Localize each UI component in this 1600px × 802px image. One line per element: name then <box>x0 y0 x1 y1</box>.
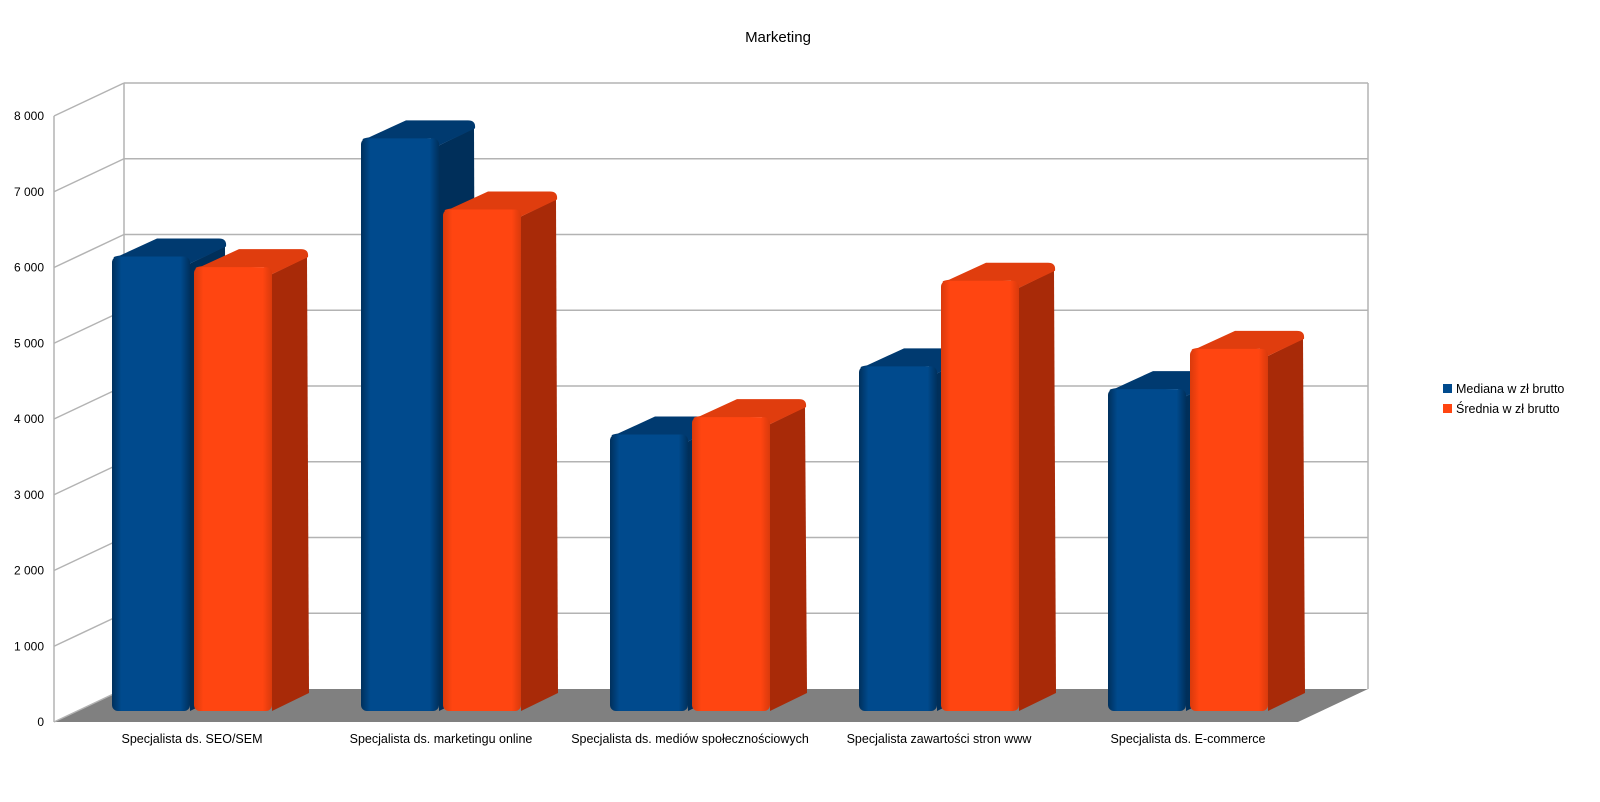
x-tick-label: Specjalista ds. SEO/SEM <box>121 732 262 746</box>
x-tick-label: Specjalista ds. mediów społecznościowych <box>571 732 809 746</box>
bar <box>941 262 1056 711</box>
legend-swatch <box>1443 384 1452 393</box>
bar-front <box>361 138 439 711</box>
bar-side <box>270 257 309 711</box>
x-tick-label: Specjalista ds. marketingu online <box>350 732 533 746</box>
legend-label: Mediana w zł brutto <box>1456 382 1564 396</box>
legend-label: Średnia w zł brutto <box>1456 401 1560 416</box>
y-tick-label: 5 000 <box>14 336 44 350</box>
x-tick-label: Specjalista ds. E-commerce <box>1111 732 1266 746</box>
bar <box>692 399 807 711</box>
legend: Mediana w zł brutto Średnia w zł brutto <box>1443 382 1564 416</box>
side-gridline <box>53 158 125 193</box>
y-tick-label: 6 000 <box>14 261 44 275</box>
bar-front <box>692 417 770 711</box>
x-axis-labels: Specjalista ds. SEO/SEM Specjalista ds. m… <box>121 732 1265 746</box>
bar <box>443 191 558 711</box>
bar-top <box>113 238 227 265</box>
x-tick-label: Specjalista zawartości stron www <box>847 732 1033 746</box>
y-tick-label: 4 000 <box>14 412 44 426</box>
bar-side <box>768 407 807 711</box>
y-tick-label: 8 000 <box>14 109 44 123</box>
bar-top <box>444 191 558 218</box>
bar-front <box>1108 389 1186 711</box>
bar-front <box>941 280 1019 711</box>
bar-front <box>194 267 272 711</box>
chart-bars <box>112 120 1305 711</box>
side-gridline <box>53 233 125 269</box>
bar-top <box>693 399 807 426</box>
y-tick-label: 1 000 <box>14 639 44 653</box>
y-tick-label: 2 000 <box>14 564 44 578</box>
bar-top <box>195 249 309 276</box>
bar-top <box>1191 330 1305 357</box>
bar-side <box>519 199 558 711</box>
y-tick-label: 7 000 <box>14 185 44 199</box>
bar-front <box>859 366 937 711</box>
bar-top <box>942 262 1056 289</box>
bar <box>194 249 309 711</box>
bar-side <box>1017 270 1056 711</box>
bar-side <box>1266 338 1305 711</box>
bar-front <box>443 209 521 711</box>
chart-title: Marketing <box>745 29 811 46</box>
bar-front <box>1190 348 1268 711</box>
y-tick-label: 0 <box>37 715 44 729</box>
bar-front <box>112 256 190 711</box>
y-tick-label: 3 000 <box>14 488 44 502</box>
bar-top <box>362 120 476 147</box>
bar <box>1190 330 1305 711</box>
bar-front <box>610 434 688 711</box>
side-gridline <box>53 82 125 117</box>
legend-swatch <box>1443 404 1452 413</box>
y-axis-labels: 0 1 000 2 000 3 000 4 000 5 000 6 000 7 000 8 00… <box>14 109 44 729</box>
